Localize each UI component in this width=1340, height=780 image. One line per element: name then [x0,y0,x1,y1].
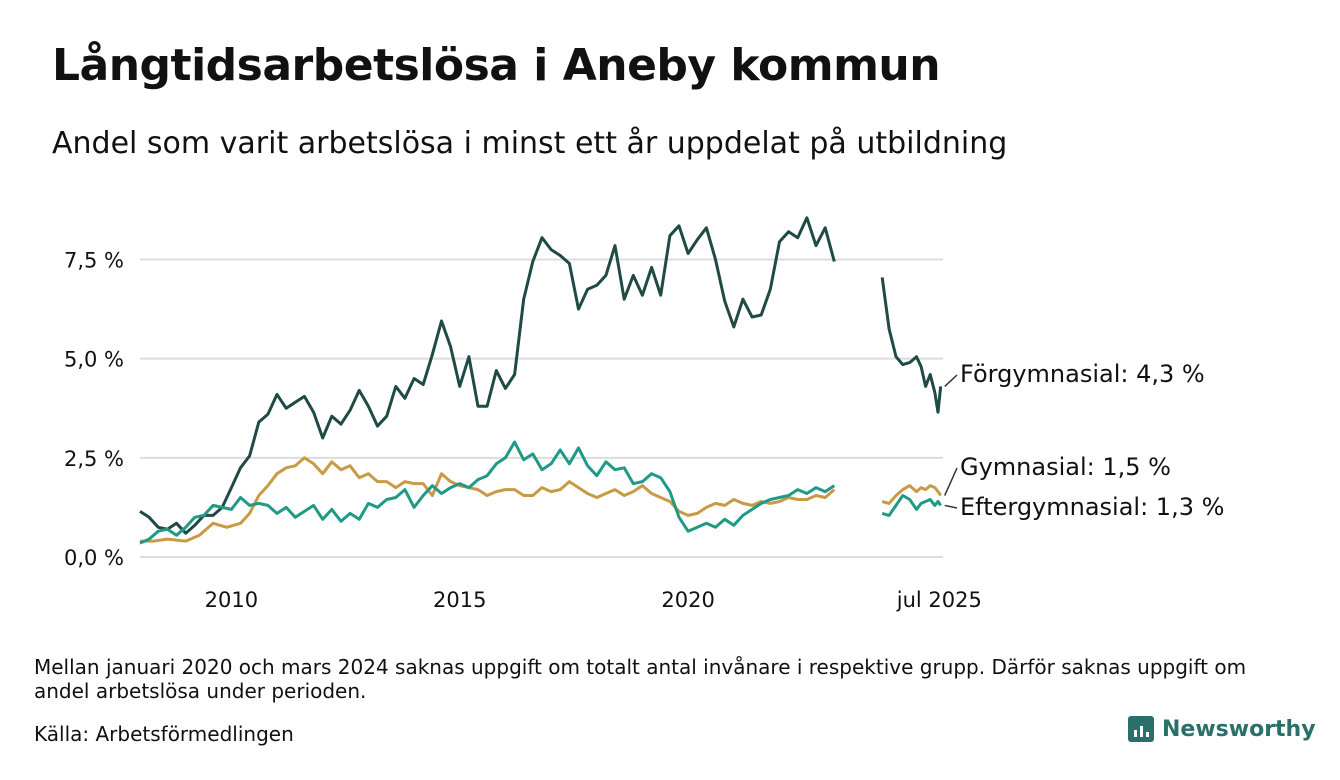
series-line-eftergymnasial [139,440,836,545]
source-text: Källa: Arbetsförmedlingen [34,722,294,746]
series-end-label: Förgymnasial: 4,3 % [960,360,1205,388]
series-line-förgymnasial [880,277,943,414]
bar-chart-icon [1128,716,1154,742]
x-tick-label: 2020 [661,588,714,612]
y-tick-label: 7,5 % [64,249,124,273]
series-line-gymnasial [140,456,836,543]
y-tick-label: 0,0 % [64,546,124,570]
gridlines [140,258,943,558]
label-leader-line [944,504,958,509]
label-leader-line [944,374,958,387]
x-axis-ticks: 2010 2015 2020 jul 2025 [205,588,982,612]
series-lines [139,216,943,545]
chart-subtitle: Andel som varit arbetslösa i minst ett å… [52,126,1008,161]
series-end-label: Eftergymnasial: 1,3 % [960,493,1224,521]
y-tick-label: 2,5 % [64,447,124,471]
chart-title: Långtidsarbetslösa i Aneby kommun [52,40,941,91]
line-chart: 0,0 % 2,5 % 5,0 % 7,5 % 2010 2015 2020 jul 202… [64,216,1224,612]
brand-logo[interactable]: Newsworthy [1128,716,1316,742]
series-end-labels: Förgymnasial: 4,3 % Gymnasial: 1,5 % Efter… [944,360,1224,521]
footnote: Mellan januari 2020 och mars 2024 saknas… [34,655,1247,703]
y-axis-ticks: 0,0 % 2,5 % 5,0 % 7,5 % [64,249,124,571]
series-end-label: Gymnasial: 1,5 % [960,453,1171,481]
series-line-gymnasial [881,484,942,505]
series-line-eftergymnasial [881,494,942,517]
series-line-förgymnasial [139,216,836,535]
label-leader-line [944,467,958,496]
y-tick-label: 5,0 % [64,348,124,372]
x-tick-label: 2010 [205,588,258,612]
x-tick-label: jul 2025 [896,588,982,612]
x-tick-label: 2015 [433,588,486,612]
brand-name: Newsworthy [1162,716,1316,742]
